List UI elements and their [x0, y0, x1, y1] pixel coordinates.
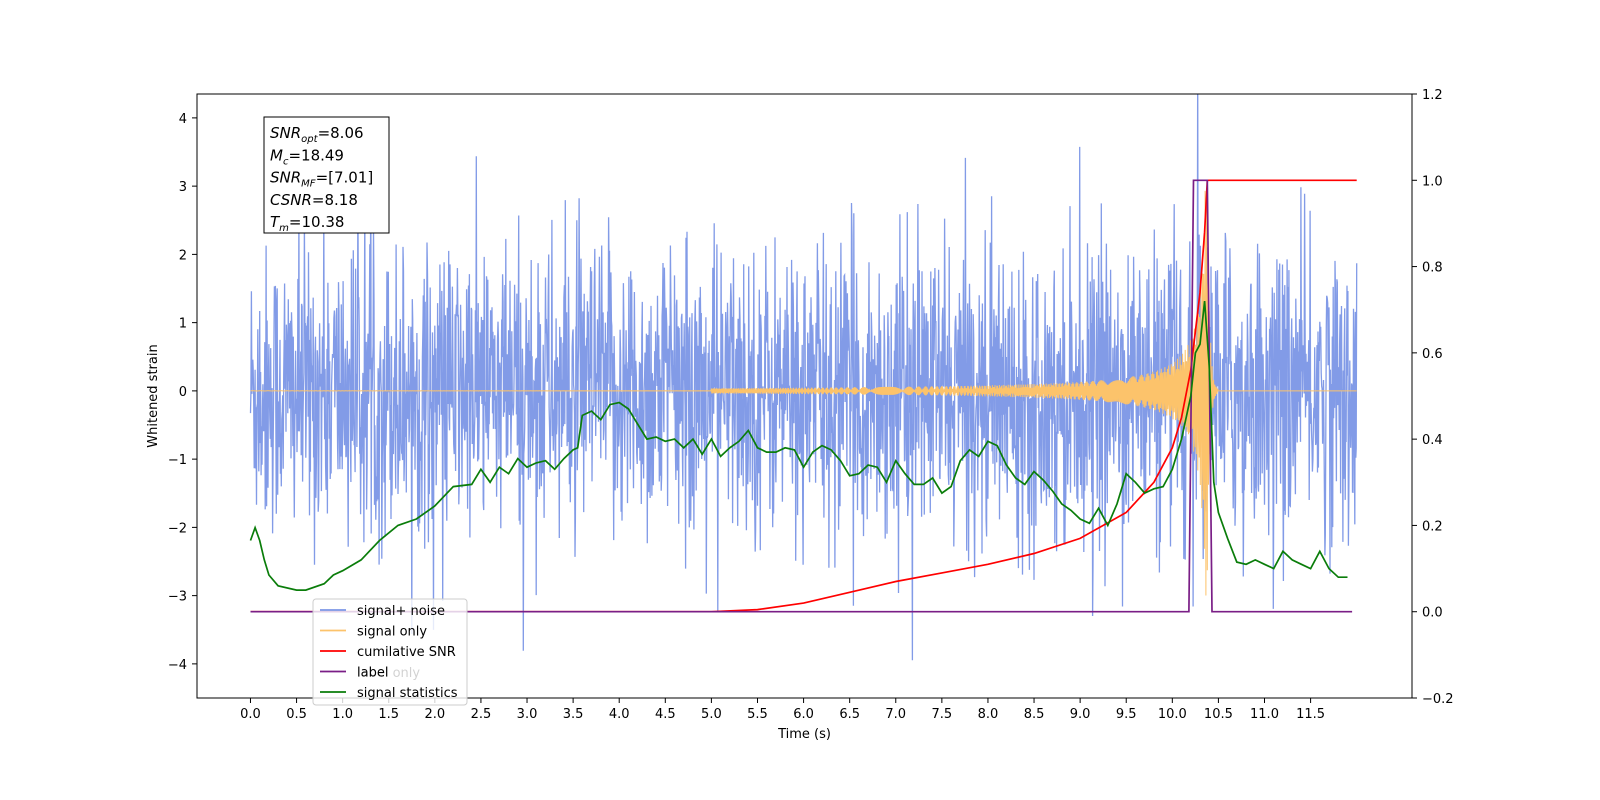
- legend-entry: label: [357, 666, 388, 681]
- x-tick-label: 9.0: [1070, 707, 1091, 722]
- annotation-line: Tm=10.38: [270, 213, 344, 234]
- x-tick-label: 3.0: [517, 707, 538, 722]
- legend-entry: signal only: [357, 625, 427, 640]
- x-tick-label: 9.5: [1116, 707, 1137, 722]
- y-left-tick-label: 4: [179, 112, 187, 127]
- x-tick-label: 11.5: [1296, 707, 1325, 722]
- y-right-tick-label: 0.8: [1422, 261, 1443, 276]
- series-signal-only: [250, 190, 1357, 596]
- y-axis-left: 4 3 2 1 0 −1 −2 −3 −4: [168, 112, 197, 673]
- x-tick-label: 7.0: [885, 707, 906, 722]
- x-tick-label: 1.0: [332, 707, 353, 722]
- axes-frame: [196, 93, 1413, 699]
- legend: label only signal+ noise signal only cumila…: [312, 598, 468, 706]
- x-tick-label: 11.0: [1250, 707, 1279, 722]
- legend-entry: signal+ noise: [357, 604, 445, 619]
- y-left-tick-label: 1: [179, 317, 187, 332]
- x-tick-label: 6.0: [793, 707, 814, 722]
- y-left-tick-label: −4: [168, 658, 187, 673]
- x-tick-label: 0.0: [240, 707, 261, 722]
- y-axis-right: 1.2 1.0 0.8 0.6 0.4 0.2 0.0 −0.2: [1412, 88, 1454, 707]
- y-left-tick-label: −2: [168, 521, 187, 536]
- y-right-tick-label: −0.2: [1422, 692, 1454, 707]
- x-tick-label: 0.5: [286, 707, 307, 722]
- x-tick-label: 4.5: [655, 707, 676, 722]
- x-tick-label: 10.0: [1158, 707, 1187, 722]
- x-tick-label: 4.0: [609, 707, 630, 722]
- annotation-line: SNRopt=8.06: [270, 124, 364, 145]
- y-left-tick-label: 0: [179, 385, 187, 400]
- series-signal-noise: [249, 94, 1358, 661]
- y-right-tick-label: 0.2: [1422, 519, 1443, 534]
- x-tick-label: 10.5: [1204, 707, 1233, 722]
- x-tick-label: 3.5: [563, 707, 584, 722]
- legend-hidden-label: label only: [357, 666, 420, 681]
- x-tick-label: 7.5: [932, 707, 953, 722]
- x-tick-label: 2.5: [471, 707, 492, 722]
- x-tick-label: 6.5: [839, 707, 860, 722]
- plot-area: [249, 94, 1358, 661]
- y-left-tick-label: 3: [179, 180, 187, 195]
- x-tick-label: 5.0: [701, 707, 722, 722]
- annotation-box: SNRopt=8.06Mc=18.49SNRMF=[7.01]CSNR=8.18…: [263, 116, 390, 234]
- y-left-tick-label: 2: [179, 248, 187, 263]
- series-cumulative-snr: [250, 179, 1357, 613]
- legend-entry: signal statistics: [357, 686, 458, 701]
- series-signal-statistics: [249, 301, 1348, 591]
- annotation-frame: [263, 116, 390, 234]
- y-left-tick-label: −1: [168, 453, 187, 468]
- y-right-tick-label: 1.2: [1422, 88, 1443, 103]
- y-right-tick-label: 1.0: [1422, 174, 1443, 189]
- y-right-tick-label: 0.6: [1422, 347, 1443, 362]
- y-right-tick-label: 0.0: [1422, 606, 1443, 621]
- x-tick-label: 1.5: [378, 707, 399, 722]
- legend-frame: [312, 598, 468, 706]
- legend-entry: cumilative SNR: [357, 645, 456, 660]
- y-left-tick-label: −3: [168, 590, 187, 605]
- series-label: [250, 179, 1353, 613]
- annotation-line: SNRMF=[7.01]: [270, 169, 373, 190]
- x-tick-label: 8.5: [1024, 707, 1045, 722]
- x-tick-label: 2.0: [424, 707, 445, 722]
- y-right-tick-label: 0.4: [1422, 433, 1443, 448]
- x-tick-label: 8.0: [978, 707, 999, 722]
- x-axis: 0.0 0.5 1.0 1.5 2.0 2.5 3.0 3.5 4.0 4.5 5.0 5.5 6.0 6…: [240, 698, 1325, 722]
- x-axis-label: Time (s): [777, 727, 831, 742]
- annotation-line: CSNR=8.18: [270, 191, 358, 209]
- x-tick-label: 5.5: [747, 707, 768, 722]
- y-axis-label: Whitened strain: [146, 344, 161, 447]
- annotation-line: Mc=18.49: [270, 146, 344, 167]
